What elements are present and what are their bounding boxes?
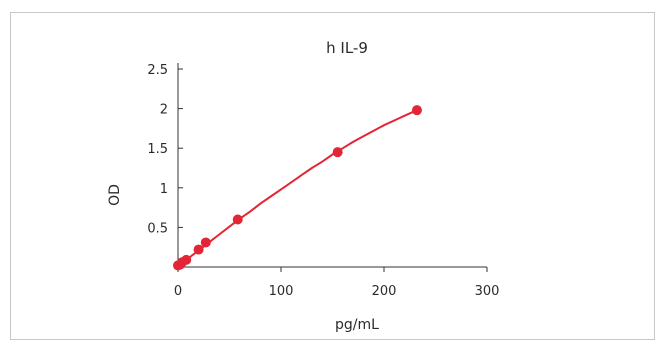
data-point	[232, 214, 243, 225]
y-tick-label: 1.5	[147, 142, 168, 157]
y-axis-title: OD	[107, 184, 123, 206]
y-tick-label: 2	[160, 103, 168, 118]
tick-labels: 0.5 1 1.5 2 2.5 0 100 200 300	[147, 63, 499, 299]
y-tick-label: 0.5	[147, 221, 168, 236]
x-tick-label: 100	[269, 284, 294, 299]
x-axis-title: pg/mL	[335, 317, 379, 333]
y-tick-label: 2.5	[147, 63, 168, 78]
x-tick-label: 200	[372, 284, 397, 299]
data-point	[200, 237, 211, 248]
x-tick-label: 300	[475, 284, 500, 299]
data-point	[181, 254, 192, 265]
plot-area	[173, 105, 422, 271]
y-tick-label: 1	[160, 182, 168, 197]
chart-svg: h IL-9 OD pg/mL 0.5 1 1.5 2 2.5 0 100 200 300	[107, 39, 499, 333]
x-tick-label: 0	[174, 284, 182, 299]
chart-frame: h IL-9 OD pg/mL 0.5 1 1.5 2 2.5 0 100 200 300	[10, 12, 655, 340]
fit-curve	[177, 109, 418, 267]
chart-title: h IL-9	[326, 39, 368, 57]
data-point	[411, 105, 422, 116]
data-point	[332, 147, 343, 158]
axes	[177, 63, 488, 272]
data-point	[193, 244, 204, 255]
